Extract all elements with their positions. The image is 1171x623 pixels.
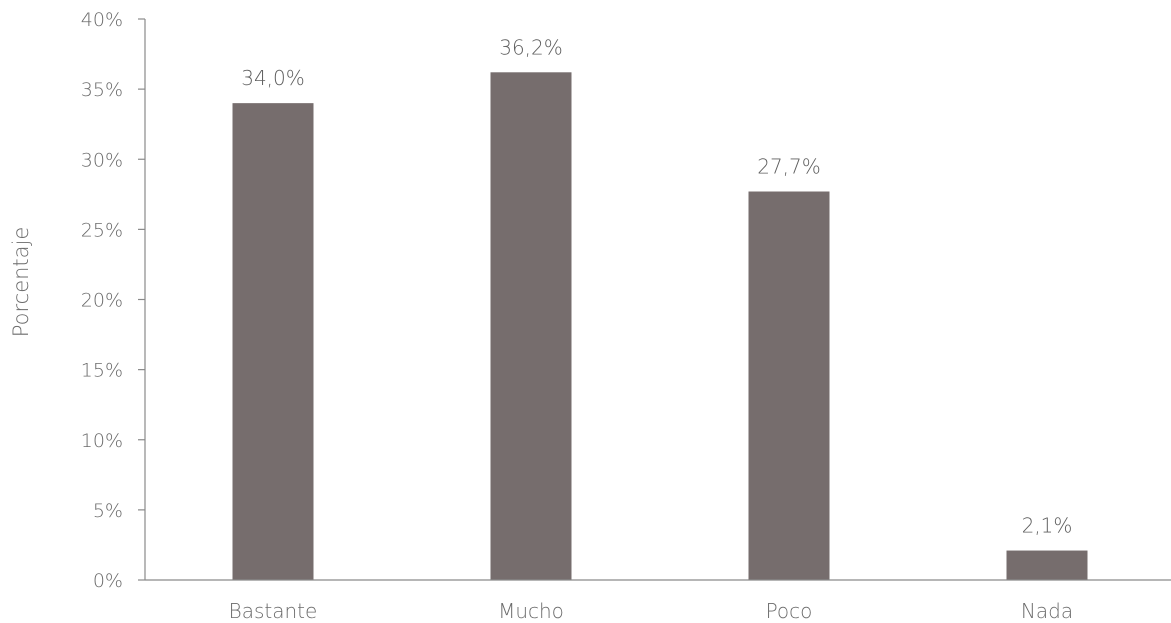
y-tick-label: 15% [81,360,123,382]
bar [1006,550,1088,580]
bar [748,191,830,580]
y-tick-label: 0% [93,570,123,592]
bars [232,72,1088,581]
bar [232,103,314,581]
y-tick-label: 10% [81,430,123,452]
bar-value-label: 27,7% [757,155,821,179]
bar-value-label: 36,2% [499,35,563,59]
y-tick-label: 5% [93,500,123,522]
bar [490,72,572,581]
bar-value-label: 34,0% [241,66,305,90]
data-labels: 34,0% 36,2% 27,7% 2,1% [241,35,1072,537]
x-axis: Bastante Mucho Poco Nada [229,599,1073,623]
y-tick-label: 35% [81,79,123,101]
y-axis: 0% 5% 10% 15% 20% 25% 30% 35% 40% [81,9,145,592]
y-tick-label: 40% [81,9,123,31]
bar-value-label: 2,1% [1022,514,1073,538]
y-axis-title: Porcentaje [9,227,33,338]
x-category-label: Poco [766,599,813,623]
x-category-label: Nada [1021,599,1073,623]
y-tick-label: 20% [81,290,123,312]
x-category-label: Bastante [229,599,318,623]
x-category-label: Mucho [498,599,564,623]
y-tick-label: 25% [81,219,123,241]
y-tick-label: 30% [81,149,123,171]
